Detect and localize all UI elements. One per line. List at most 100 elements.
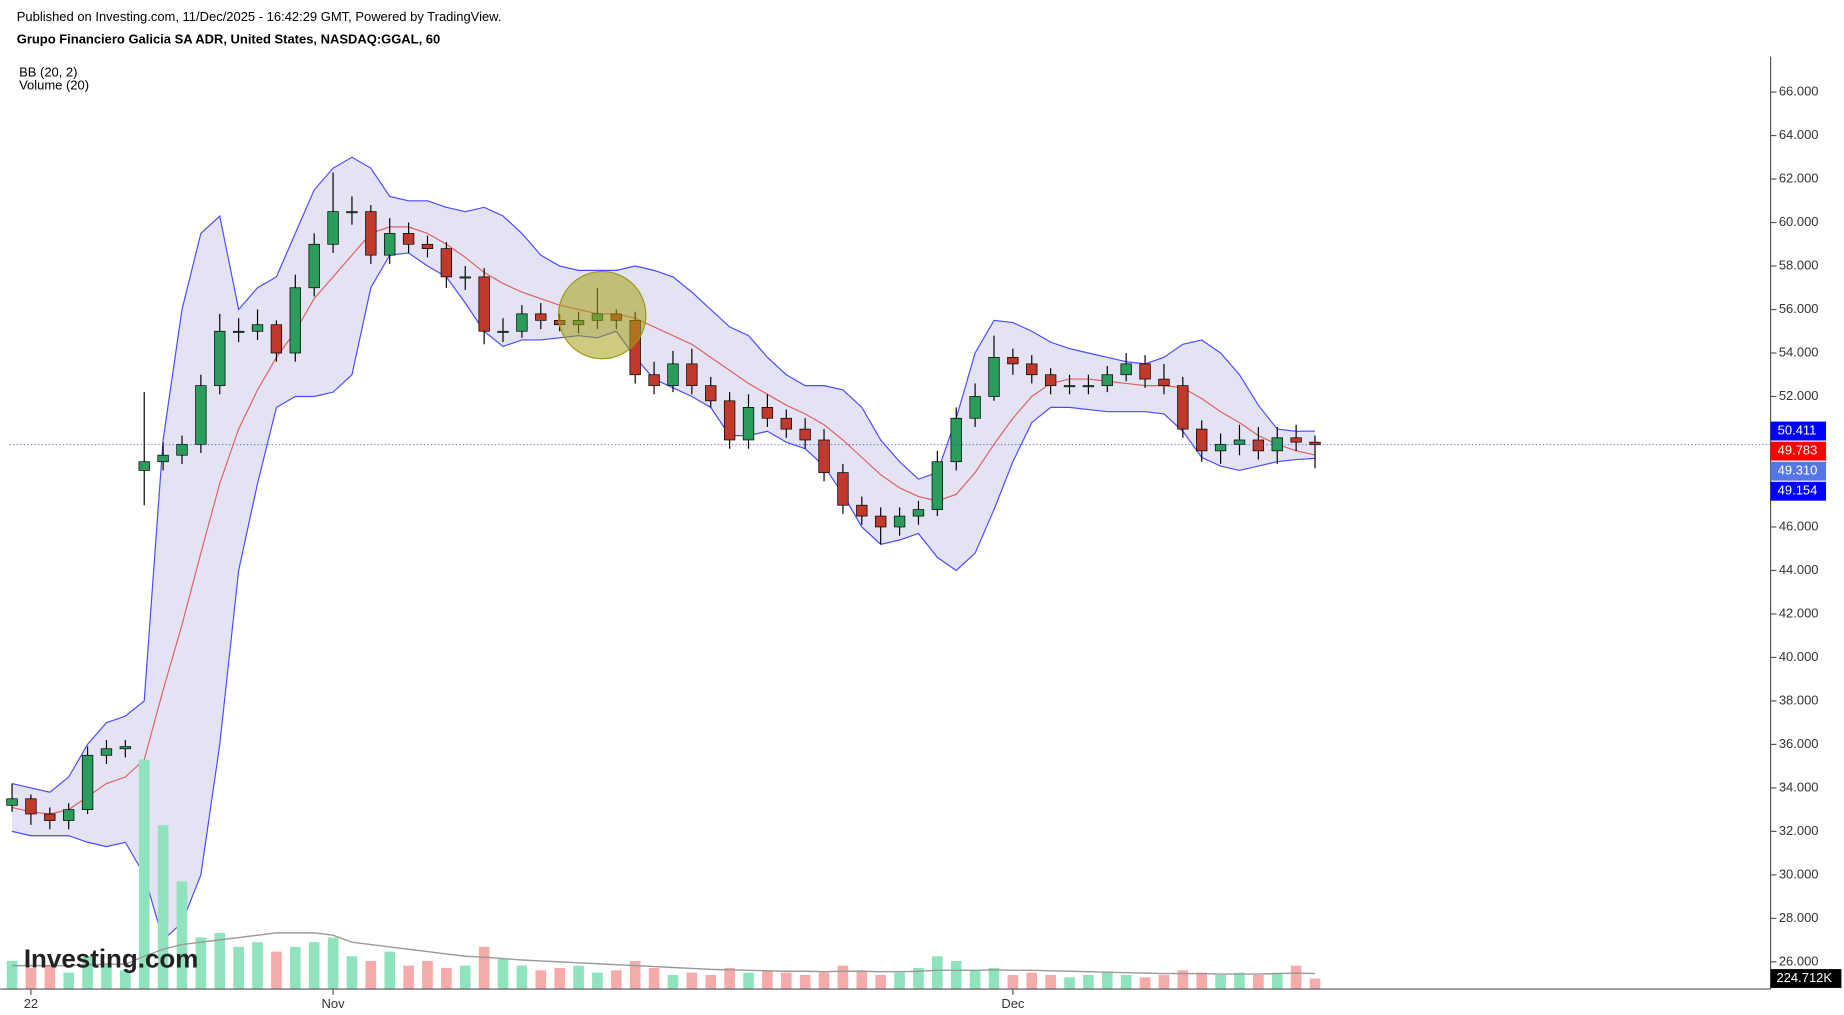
volume-bar xyxy=(837,965,849,990)
candle-body xyxy=(251,324,264,332)
volume-bar xyxy=(1234,972,1245,990)
candle-body xyxy=(969,396,981,419)
volume-bar xyxy=(969,970,981,990)
candle-body xyxy=(1252,439,1265,452)
candle-body xyxy=(308,243,320,289)
candle-body xyxy=(912,509,925,517)
volume-bar xyxy=(497,958,509,990)
candle-body xyxy=(440,248,453,278)
volume-bar xyxy=(441,967,452,990)
volume-bar xyxy=(252,942,263,990)
volume-bar xyxy=(818,972,830,990)
y-tick-label: 44.000 xyxy=(1779,562,1819,577)
volume-bar xyxy=(592,972,603,990)
volume-bar xyxy=(1007,974,1019,990)
volume-bar xyxy=(932,956,943,990)
bollinger-basis xyxy=(11,226,1316,815)
volume-bar xyxy=(195,937,207,990)
volume-bar xyxy=(667,974,679,990)
y-tick-label: 26.000 xyxy=(1779,953,1819,968)
volume-bar xyxy=(25,967,37,990)
candle-body xyxy=(1158,378,1170,386)
candle-body xyxy=(1026,363,1038,376)
price-label-box xyxy=(1770,441,1827,461)
y-tick-label: 60.000 xyxy=(1779,214,1819,229)
candle-body xyxy=(402,233,415,245)
volume-bar xyxy=(289,946,301,990)
y-tick-label: 32.000 xyxy=(1779,823,1819,838)
volume-bar xyxy=(1177,970,1189,990)
indicator-label: BB (20, 2) xyxy=(19,65,77,80)
volume-bar xyxy=(724,967,735,990)
volume-bar xyxy=(762,970,773,990)
candle-body xyxy=(1309,441,1321,446)
candle-body xyxy=(214,330,226,386)
candle-body xyxy=(1290,437,1302,443)
candle-body xyxy=(1063,385,1076,388)
price-label-box xyxy=(1770,481,1827,501)
volume-bar xyxy=(120,970,131,990)
bollinger-band-fill xyxy=(12,157,1316,941)
watermark: Investing.com xyxy=(24,944,199,974)
volume-bar xyxy=(1101,972,1113,990)
candle-body xyxy=(138,461,150,471)
volume-bar xyxy=(1309,978,1321,990)
y-tick-label: 40.000 xyxy=(1779,649,1819,664)
x-tick-label: Dec xyxy=(1001,996,1025,1011)
volume-bar xyxy=(629,960,641,990)
volume-bar xyxy=(346,956,358,990)
candle-body xyxy=(195,385,207,445)
y-tick-label: 36.000 xyxy=(1779,736,1819,751)
candle-body xyxy=(1139,363,1151,380)
candle-body xyxy=(818,439,830,473)
candle-body xyxy=(856,504,868,517)
bollinger-lower xyxy=(11,252,1316,942)
candle-body xyxy=(459,276,471,279)
candle-body xyxy=(346,211,358,214)
y-tick-label: 64.000 xyxy=(1779,127,1819,142)
volume-bar xyxy=(138,759,150,990)
candle-body xyxy=(327,211,339,245)
y-tick-label: 38.000 xyxy=(1779,692,1819,707)
volume-bar xyxy=(1290,965,1302,990)
volume-bar xyxy=(157,825,169,990)
bollinger-upper xyxy=(11,156,1316,793)
candle-body xyxy=(761,407,774,419)
volume-bar xyxy=(1064,977,1075,990)
candle-body xyxy=(893,515,906,528)
volume-bar xyxy=(516,965,528,990)
chart-title: Grupo Financiero Galicia SA ADR, United … xyxy=(17,32,440,47)
candle-body xyxy=(516,313,528,332)
volume-bar xyxy=(459,965,471,990)
highlight-circle xyxy=(557,270,647,360)
x-tick-label: 22 xyxy=(24,996,38,1011)
volume-bar xyxy=(384,951,396,990)
volume-bar xyxy=(648,967,660,990)
candle-body xyxy=(44,813,56,821)
volume-bar xyxy=(554,967,565,990)
candle-body xyxy=(119,746,132,750)
volume-bar xyxy=(894,972,905,990)
volume-bar xyxy=(950,960,962,990)
volume-bar xyxy=(233,946,244,990)
y-tick-label: 42.000 xyxy=(1779,605,1819,620)
volume-bar xyxy=(63,972,75,990)
candle-body xyxy=(950,417,962,463)
volume-bar xyxy=(403,965,414,990)
candle-body xyxy=(6,798,18,806)
volume-bar xyxy=(573,965,584,990)
price-label: 49.154 xyxy=(1778,483,1818,498)
x-tick-label: Nov xyxy=(322,996,346,1011)
volume-bar xyxy=(1271,972,1283,990)
candle-body xyxy=(723,400,736,441)
volume-bar xyxy=(1253,974,1264,990)
y-tick-label: 54.000 xyxy=(1779,344,1819,359)
candle-body xyxy=(1196,428,1208,452)
y-tick-label: 34.000 xyxy=(1779,779,1819,794)
candle-body xyxy=(1233,439,1246,445)
price-label: 49.783 xyxy=(1778,443,1818,458)
y-tick-label: 62.000 xyxy=(1779,170,1819,185)
volume-bar xyxy=(743,972,754,990)
candle-body xyxy=(705,385,717,402)
volume-bar xyxy=(6,960,18,990)
